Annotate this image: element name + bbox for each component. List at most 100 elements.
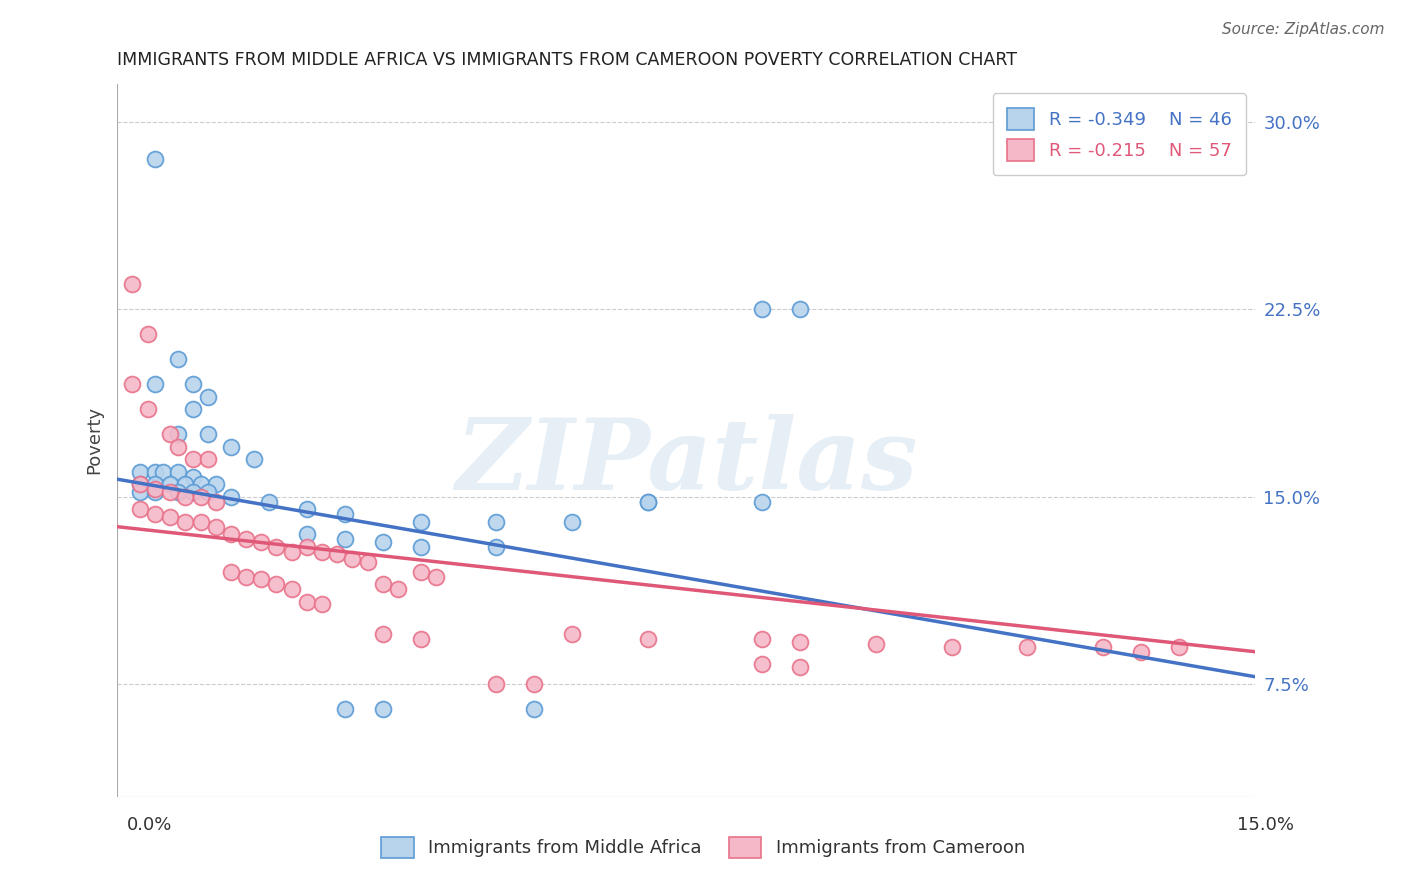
Point <box>167 427 190 442</box>
Y-axis label: Poverty: Poverty <box>86 407 103 475</box>
Point <box>143 152 166 166</box>
Point <box>637 632 659 647</box>
Point <box>523 702 546 716</box>
Point <box>129 477 152 491</box>
Point <box>941 640 963 654</box>
Point <box>174 490 197 504</box>
Point <box>174 477 197 491</box>
Point <box>143 507 166 521</box>
Point <box>167 484 190 499</box>
Point <box>425 570 447 584</box>
Text: ZIPatlas: ZIPatlas <box>456 414 917 510</box>
Point <box>371 577 394 591</box>
Point <box>174 515 197 529</box>
Point <box>485 677 508 691</box>
Point <box>387 582 409 597</box>
Point <box>143 477 166 491</box>
Point <box>129 477 152 491</box>
Point <box>204 519 226 533</box>
Point <box>159 427 181 442</box>
Point <box>280 582 302 597</box>
Text: Source: ZipAtlas.com: Source: ZipAtlas.com <box>1222 22 1385 37</box>
Point <box>266 577 288 591</box>
Point <box>197 484 219 499</box>
Point <box>326 547 349 561</box>
Point <box>789 634 811 648</box>
Point <box>356 555 378 569</box>
Text: 0.0%: 0.0% <box>127 816 172 834</box>
Point <box>143 465 166 479</box>
Point <box>143 484 166 499</box>
Point <box>242 452 264 467</box>
Point <box>371 534 394 549</box>
Point <box>1130 645 1153 659</box>
Point <box>295 595 318 609</box>
Point <box>523 677 546 691</box>
Point <box>1017 640 1039 654</box>
Point <box>865 637 887 651</box>
Point <box>561 515 583 529</box>
Point <box>751 632 773 647</box>
Point <box>751 302 773 317</box>
Point <box>295 502 318 516</box>
Point <box>136 327 159 342</box>
Point <box>152 465 174 479</box>
Point <box>181 469 204 483</box>
Point <box>159 509 181 524</box>
Point <box>485 515 508 529</box>
Point <box>190 515 212 529</box>
Point <box>409 540 432 554</box>
Point <box>409 632 432 647</box>
Point <box>250 572 273 586</box>
Point <box>637 494 659 508</box>
Point <box>333 532 356 546</box>
Point <box>311 544 333 558</box>
Point <box>637 494 659 508</box>
Point <box>129 484 152 499</box>
Text: IMMIGRANTS FROM MIDDLE AFRICA VS IMMIGRANTS FROM CAMEROON POVERTY CORRELATION CH: IMMIGRANTS FROM MIDDLE AFRICA VS IMMIGRA… <box>117 51 1017 69</box>
Point <box>295 540 318 554</box>
Point <box>266 540 288 554</box>
Point <box>121 377 143 392</box>
Point <box>250 534 273 549</box>
Point <box>197 427 219 442</box>
Point <box>280 544 302 558</box>
Point <box>181 377 204 392</box>
Point <box>143 482 166 496</box>
Point <box>409 515 432 529</box>
Point <box>751 494 773 508</box>
Point <box>342 552 364 566</box>
Point <box>235 570 257 584</box>
Point <box>159 484 181 499</box>
Point <box>257 494 280 508</box>
Point <box>751 657 773 672</box>
Point <box>197 390 219 404</box>
Point <box>333 507 356 521</box>
Point <box>190 477 212 491</box>
Point <box>181 452 204 467</box>
Point <box>197 452 219 467</box>
Point <box>371 627 394 641</box>
Point <box>129 502 152 516</box>
Point <box>167 465 190 479</box>
Point <box>129 465 152 479</box>
Point <box>1168 640 1191 654</box>
Point <box>159 477 181 491</box>
Point <box>485 540 508 554</box>
Point <box>235 532 257 546</box>
Point <box>789 302 811 317</box>
Legend: R = -0.349    N = 46, R = -0.215    N = 57: R = -0.349 N = 46, R = -0.215 N = 57 <box>993 93 1246 175</box>
Point <box>181 484 204 499</box>
Point <box>371 702 394 716</box>
Point <box>1092 640 1115 654</box>
Point <box>204 494 226 508</box>
Point <box>295 527 318 541</box>
Point <box>561 627 583 641</box>
Point <box>219 527 242 541</box>
Point <box>136 402 159 417</box>
Text: 15.0%: 15.0% <box>1236 816 1294 834</box>
Legend: Immigrants from Middle Africa, Immigrants from Cameroon: Immigrants from Middle Africa, Immigrant… <box>374 830 1032 865</box>
Point <box>333 702 356 716</box>
Point <box>143 377 166 392</box>
Point <box>204 477 226 491</box>
